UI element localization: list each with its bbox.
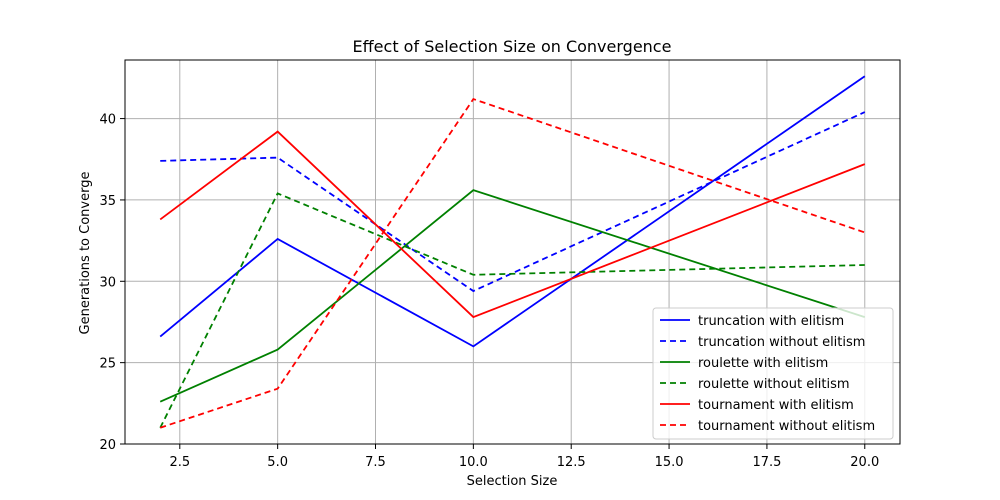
x-tick-label-20-0: 20.0 (850, 455, 879, 470)
x-axis-label: Selection Size (467, 474, 558, 489)
legend: truncation with elitism truncation withou… (652, 307, 894, 440)
x-tick-label-10-0: 10.0 (459, 455, 488, 470)
series-line-tournament-without-elitism (159, 97, 866, 429)
chart-title: Effect of Selection Size on Convergence (353, 37, 672, 56)
x-tick-label-2-5: 2.5 (169, 455, 190, 470)
series-line-roulette-without-elitism (159, 192, 865, 429)
series-line-roulette-with-elitism (159, 189, 866, 403)
legend-label-roulette-without-elitism: roulette without elitism (698, 377, 850, 392)
x-tick-label-17-5: 17.5 (752, 455, 781, 470)
legend-box (652, 307, 894, 440)
x-tick-label-5-0: 5.0 (267, 455, 288, 470)
legend-label-tournament-without-elitism: tournament without elitism (698, 419, 875, 434)
y-tick-label-35: 35 (99, 194, 116, 209)
y-tick-label-20: 20 (99, 438, 116, 453)
x-tick-label-7-5: 7.5 (365, 455, 386, 470)
y-tick-label-30: 30 (99, 275, 116, 290)
x-tick-label-15-0: 15.0 (655, 455, 684, 470)
plot-frame (124, 59, 901, 445)
legend-label-truncation-with-elitism: truncation with elitism (698, 314, 844, 329)
x-tick-label-12-5: 12.5 (557, 455, 586, 470)
y-axis-label: Generations to Converge (78, 172, 93, 335)
tick-layer: 2.5 5.0 7.5 10.0 12.5 15.0 17.5 20.0 20 25 30 35 40 (99, 113, 879, 470)
series-line-truncation-without-elitism (160, 111, 866, 293)
series-layer (159, 75, 866, 429)
y-tick-label-40: 40 (99, 113, 116, 128)
legend-label-truncation-without-elitism: truncation without elitism (698, 335, 865, 350)
legend-label-roulette-with-elitism: roulette with elitism (698, 356, 828, 371)
legend-label-tournament-with-elitism: tournament with elitism (698, 398, 854, 413)
series-line-truncation-with-elitism (159, 75, 866, 348)
axes-layer (124, 59, 901, 445)
y-tick-label-25: 25 (99, 357, 116, 372)
series-line-tournament-with-elitism (159, 130, 866, 319)
